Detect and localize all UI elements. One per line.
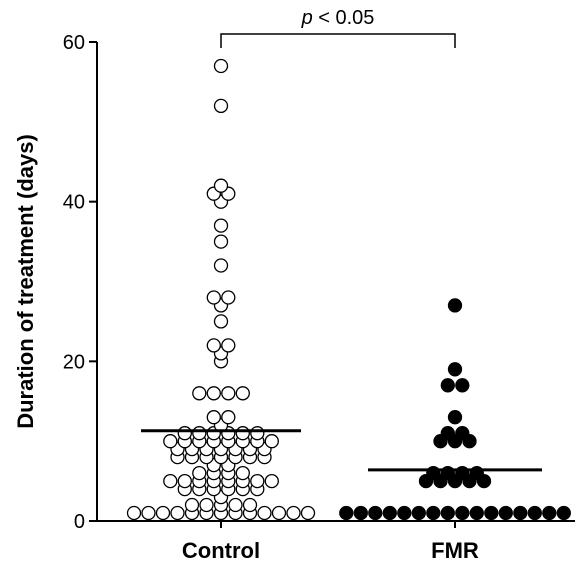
data-point (221, 410, 236, 425)
data-point (141, 505, 156, 521)
data-point (300, 505, 316, 521)
data-point (484, 505, 499, 521)
data-point (213, 58, 229, 74)
data-point (447, 362, 463, 377)
y-tick-label: 40 (63, 192, 85, 214)
data-points (126, 58, 571, 521)
data-point (228, 497, 243, 513)
data-point (382, 505, 397, 521)
data-point (221, 386, 236, 401)
data-point (527, 505, 542, 521)
y-tick-label: 0 (74, 511, 85, 533)
data-point (235, 386, 250, 401)
data-point (271, 505, 287, 521)
data-point (455, 378, 470, 393)
data-point (213, 234, 229, 249)
x-tick-label: Control (182, 538, 260, 563)
p-value-italic: p (301, 7, 313, 29)
data-point (264, 473, 279, 489)
data-point (556, 505, 571, 521)
x-tick-label: FMR (431, 538, 479, 563)
data-point (469, 505, 484, 521)
data-point (397, 505, 412, 521)
data-point (213, 98, 229, 114)
data-point (192, 386, 207, 401)
data-point (455, 426, 470, 441)
data-point (206, 290, 221, 305)
data-point (368, 505, 383, 521)
data-point (206, 338, 221, 353)
y-axis-label: Duration of treatment (days) (13, 134, 38, 429)
y-ticks: 0 20 40 60 (63, 32, 97, 533)
data-point (213, 258, 229, 273)
data-point (192, 426, 207, 441)
data-point (447, 410, 463, 425)
data-point (163, 434, 178, 449)
data-point (177, 426, 192, 441)
p-value-text: < 0.05 (313, 7, 375, 29)
data-point (447, 298, 463, 313)
data-point (206, 410, 221, 425)
data-point (170, 505, 185, 521)
data-point (257, 505, 272, 521)
data-point (184, 497, 200, 513)
data-point (221, 290, 236, 305)
mean-lines (141, 429, 542, 472)
data-point (353, 505, 368, 521)
y-tick-label: 20 (63, 351, 85, 373)
x-ticks: Control FMR (182, 521, 479, 563)
data-point (192, 465, 207, 481)
data-point (213, 218, 229, 233)
data-point (126, 505, 142, 521)
data-point (440, 426, 455, 441)
data-point (242, 497, 258, 513)
data-point (264, 434, 279, 449)
data-point (199, 497, 214, 513)
data-point (155, 505, 171, 521)
data-point (250, 473, 265, 489)
significance-bracket (220, 33, 456, 48)
p-value-label: p < 0.05 (301, 7, 375, 29)
data-point (177, 473, 192, 489)
data-point (455, 505, 470, 521)
data-point (250, 426, 265, 441)
data-point (411, 505, 426, 521)
data-point (235, 426, 250, 441)
data-point (339, 505, 354, 521)
data-point (213, 178, 229, 193)
significance-annotation: p < 0.05 (220, 7, 456, 48)
y-tick-label: 60 (63, 32, 85, 54)
data-point (221, 338, 236, 353)
data-point (513, 505, 528, 521)
data-point (286, 505, 301, 521)
data-point (440, 505, 455, 521)
data-point (542, 505, 557, 521)
data-point (235, 465, 250, 481)
axes (96, 42, 575, 522)
data-point (213, 314, 229, 329)
data-point (498, 505, 513, 521)
data-point (440, 378, 455, 393)
data-point (206, 386, 221, 401)
data-point (426, 505, 441, 521)
data-point (163, 473, 178, 489)
